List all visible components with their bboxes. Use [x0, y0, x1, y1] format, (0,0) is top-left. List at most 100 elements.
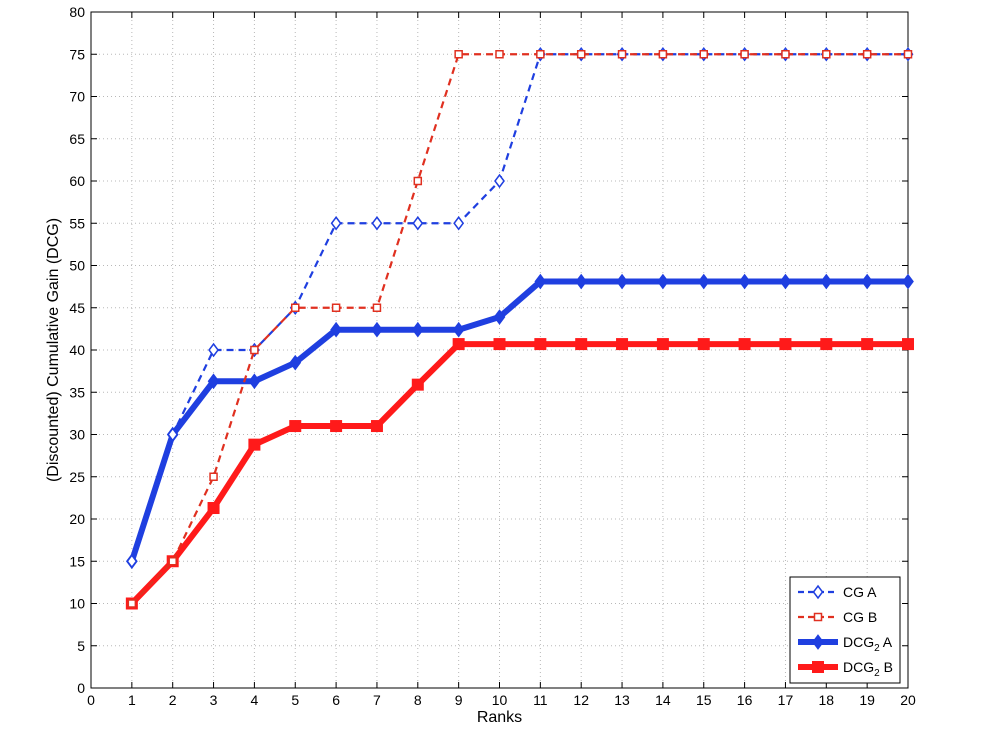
- data-point: [699, 50, 708, 59]
- legend-label: CG A: [843, 584, 877, 600]
- data-point: [411, 378, 424, 391]
- data-point: [493, 309, 506, 325]
- data-point: [168, 557, 177, 566]
- data-point: [289, 354, 302, 371]
- y-tick-label: 60: [69, 173, 85, 189]
- data-point: [738, 338, 751, 351]
- y-axis: 0 5 10 15 20 25 30 35 40 45 50 55 60 65 70 75 80: [69, 4, 908, 696]
- series-cg-b: [127, 50, 913, 608]
- legend-label: DCG2 A: [843, 634, 893, 654]
- data-point: [127, 599, 137, 608]
- data-point: [617, 50, 627, 59]
- data-point: [330, 216, 342, 231]
- y-tick-label: 15: [69, 553, 85, 569]
- data-point: [126, 554, 138, 569]
- data-point: [454, 50, 463, 59]
- y-tick-label: 70: [69, 89, 85, 105]
- data-point: [331, 303, 341, 312]
- data-point: [781, 50, 790, 59]
- x-axis: 0 1 2 3 4 5 6 7 8 9 10 11 12 13 14 15 16 17 18 19 20: [87, 12, 916, 708]
- y-tick-label: 45: [69, 300, 85, 316]
- data-point: [822, 50, 831, 59]
- data-point: [452, 338, 465, 351]
- data-point: [291, 303, 300, 312]
- x-tick-label: 17: [778, 692, 794, 708]
- data-point: [738, 273, 751, 290]
- legend-label-after: B: [880, 659, 893, 675]
- data-point: [209, 472, 218, 481]
- data-point: [861, 273, 874, 290]
- data-point: [820, 273, 833, 290]
- x-tick-label: 3: [210, 692, 218, 708]
- data-point: [534, 338, 547, 351]
- data-point: [370, 420, 383, 433]
- legend-marker: [812, 584, 824, 600]
- series-line: [131, 53, 908, 605]
- x-tick-label: 4: [251, 692, 259, 708]
- data-point: [575, 338, 588, 351]
- x-tick-label: 10: [492, 692, 508, 708]
- data-point: [697, 338, 710, 351]
- x-tick-label: 7: [373, 692, 381, 708]
- legend-label-main: DCG: [843, 634, 874, 650]
- y-tick-label: 35: [69, 384, 85, 400]
- x-tick-label: 2: [169, 692, 177, 708]
- y-tick-label: 5: [77, 638, 85, 654]
- data-point: [330, 321, 342, 338]
- x-tick-label: 18: [819, 692, 835, 708]
- data-point: [330, 420, 343, 433]
- y-tick-label: 25: [69, 469, 85, 485]
- data-point: [452, 321, 465, 338]
- legend-marker: [813, 612, 823, 622]
- x-tick-label: 19: [859, 692, 875, 708]
- legend-item: DCG2 A: [798, 634, 893, 654]
- x-tick-label: 14: [655, 692, 671, 708]
- legend-marker: [812, 661, 824, 673]
- legend-label-sub: 2: [874, 643, 880, 654]
- y-tick-label: 30: [69, 427, 85, 443]
- data-point: [250, 345, 259, 355]
- y-tick-label: 10: [69, 596, 85, 612]
- x-tick-label: 11: [533, 692, 548, 708]
- x-tick-label: 1: [128, 692, 136, 708]
- data-point: [372, 303, 382, 312]
- x-tick-label: 9: [455, 692, 463, 708]
- y-tick-label: 40: [69, 342, 85, 358]
- x-tick-label: 16: [737, 692, 753, 708]
- y-tick-label: 65: [69, 131, 85, 147]
- data-point: [902, 273, 914, 290]
- data-point: [248, 373, 261, 390]
- data-point: [616, 273, 628, 290]
- y-tick-label: 20: [69, 511, 85, 527]
- data-point: [862, 50, 872, 59]
- y-tick-label: 0: [77, 680, 85, 696]
- x-tick-label: 15: [696, 692, 712, 708]
- series-dcg2-a: [125, 273, 914, 570]
- data-point: [371, 216, 383, 231]
- data-point: [413, 176, 423, 186]
- x-tick-label: 8: [414, 692, 422, 708]
- data-point: [495, 50, 504, 59]
- data-point: [534, 273, 547, 290]
- data-point: [861, 338, 874, 351]
- data-point: [575, 273, 588, 290]
- data-point: [740, 50, 749, 59]
- data-point: [903, 50, 913, 59]
- data-point: [207, 373, 220, 390]
- y-tick-label: 80: [69, 4, 85, 20]
- x-tick-label: 20: [900, 692, 916, 708]
- data-point: [576, 50, 586, 59]
- data-point: [208, 342, 219, 358]
- y-tick-label: 55: [69, 215, 85, 231]
- x-axis-label: Ranks: [477, 709, 522, 726]
- legend-label-sub: 2: [874, 668, 880, 679]
- data-point: [207, 502, 220, 515]
- data-point: [167, 427, 179, 442]
- data-point: [657, 273, 669, 290]
- data-point: [697, 273, 710, 290]
- data-point: [536, 50, 545, 59]
- legend-marker: [812, 634, 824, 650]
- y-axis-label: (Discounted) Cumulative Gain (DCG): [45, 218, 62, 482]
